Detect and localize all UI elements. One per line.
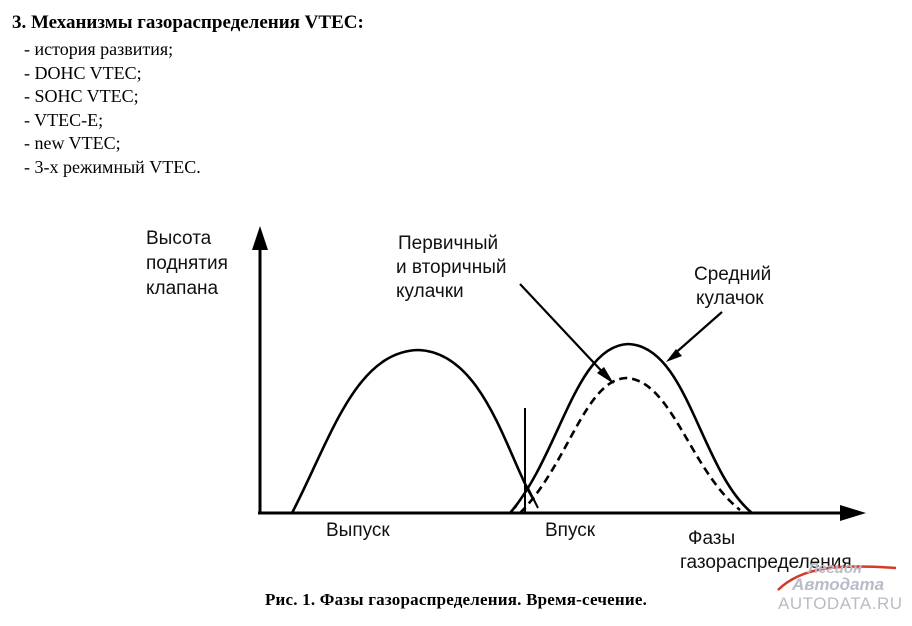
topic-item: - история развития; xyxy=(24,39,174,59)
intake-label: Впуск xyxy=(545,520,596,541)
overlap-triangle xyxy=(514,485,539,509)
y-axis-arrow-icon xyxy=(252,226,268,250)
topic-list: - история развития; - DOHC VTEC; - SOHC … xyxy=(24,38,201,179)
figure-caption: Рис. 1. Фазы газораспределения. Время-се… xyxy=(264,590,648,609)
topic-item: - VTEC-E; xyxy=(24,109,104,130)
primary-secondary-arrow-icon xyxy=(597,367,614,384)
page-heading: 3. Механизмы газораспределения VTEC: xyxy=(12,12,364,33)
topic-item: - new VTEC; xyxy=(24,133,121,153)
primary-secondary-cam-curve xyxy=(519,376,741,514)
primary-secondary-pointer xyxy=(519,283,611,381)
x-axis-label: Фазы газораспределения xyxy=(680,528,852,573)
topic-item: - DOHC VTEC; xyxy=(24,62,142,83)
watermark-site: AUTODATA.RU xyxy=(778,594,903,613)
middle-cam-arrow-icon xyxy=(666,349,682,362)
exhaust-label: Выпуск xyxy=(326,520,390,541)
middle-cam-pointer xyxy=(671,311,723,357)
middle-cam-curve xyxy=(509,342,753,515)
topic-item: - SOHC VTEC; xyxy=(24,86,139,106)
topic-item: - 3-х режимный VTEC. xyxy=(24,156,201,177)
logo-swoosh-icon xyxy=(777,565,897,591)
exhaust-lift-curve xyxy=(290,348,536,514)
primary-secondary-cam-label: Первичный и вторичный кулачки xyxy=(396,233,512,302)
middle-cam-label: Средний кулачок xyxy=(694,264,777,309)
x-axis-arrow-icon xyxy=(840,505,866,521)
logo-brand-line1: Легион xyxy=(807,560,862,577)
legion-autodata-logo: Легион Автодата xyxy=(777,560,897,594)
y-axis-label: Высота поднятия клапана xyxy=(146,228,233,299)
logo-brand-line2: Автодата xyxy=(791,575,884,594)
